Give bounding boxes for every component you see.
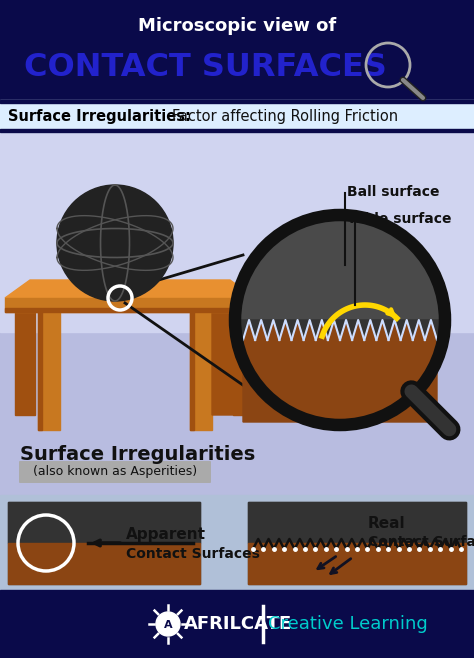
Polygon shape [38,312,60,430]
Polygon shape [243,320,437,422]
Bar [248,543,466,584]
Text: CONTACT SURFACES: CONTACT SURFACES [24,53,386,84]
Circle shape [57,185,173,301]
Bar [190,312,194,430]
Wedge shape [238,320,442,422]
Text: AFRILCATE: AFRILCATE [184,615,292,633]
Bar [8,543,200,584]
Circle shape [235,215,445,425]
Text: Apparent: Apparent [126,526,206,542]
Text: Factor affecting Rolling Friction: Factor affecting Rolling Friction [172,109,398,124]
Text: Contact Surfaces: Contact Surfaces [368,535,474,549]
Polygon shape [5,298,255,312]
Bar [248,502,466,543]
Bar [0,132,474,332]
Bar [0,100,474,132]
Bar [5,308,255,312]
FancyBboxPatch shape [19,461,211,483]
Text: Surface Irregularities: Surface Irregularities [20,445,255,465]
Bar [8,502,200,543]
Bar [8,502,200,584]
Polygon shape [15,298,35,415]
Bar [0,100,474,103]
Polygon shape [253,539,461,582]
Polygon shape [233,298,253,415]
Text: Microscopic view of: Microscopic view of [138,17,336,35]
Bar [0,132,474,500]
Polygon shape [5,280,255,298]
Polygon shape [212,298,255,415]
Polygon shape [190,312,212,430]
Bar [0,495,474,595]
Circle shape [156,612,180,636]
Bar [0,0,474,100]
Text: Contact Surfaces: Contact Surfaces [126,547,260,561]
Text: Table surface: Table surface [347,212,452,226]
Text: A: A [164,620,173,630]
Text: Ball surface: Ball surface [347,185,439,199]
Text: (also known as Asperities): (also known as Asperities) [33,465,197,478]
Bar [0,590,474,658]
Text: Surface Irregularities:: Surface Irregularities: [8,109,191,124]
Text: Creative Learning: Creative Learning [268,615,428,633]
Bar [38,312,42,430]
Bar [248,502,466,584]
Text: Real: Real [368,517,406,532]
Bar [0,129,474,132]
